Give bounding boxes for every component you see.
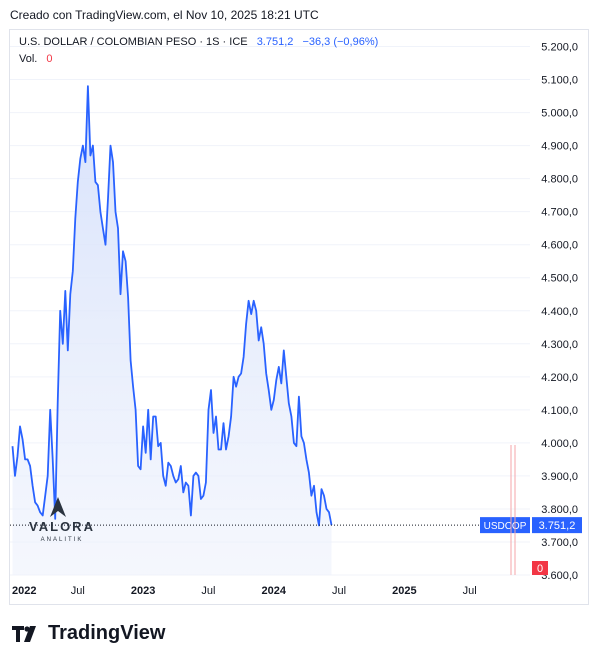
valora-sub-text: ANALITIK — [41, 537, 84, 543]
x-axis-ticks: 2022 Jul 2023 Jul 2024 Jul 2025 Jul — [12, 585, 477, 597]
volume-value: 0 — [46, 53, 53, 65]
y-tick-label: 4.600,0 — [541, 240, 578, 252]
x-tick-label: 2023 — [131, 585, 155, 597]
tradingview-logo-icon — [12, 625, 36, 642]
tradingview-footer-logo[interactable]: TradingView — [12, 622, 165, 645]
y-tick-label: 4.800,0 — [541, 174, 578, 186]
y-tick-label: 4.000,0 — [541, 438, 578, 450]
y-tick-label: 4.700,0 — [541, 207, 578, 219]
y-tick-label: 3.800,0 — [541, 504, 578, 516]
volume-tag-label: 0 — [537, 563, 543, 575]
price-line-layer — [11, 85, 333, 527]
chart-panel[interactable] — [9, 29, 589, 605]
symbol-tag-bg — [480, 517, 530, 534]
change-value: −36,3 (−0,96%) — [302, 36, 379, 48]
volume-label: Vol. — [19, 53, 38, 65]
symbol-tag-label: USDCOP — [484, 521, 527, 532]
tradingview-logo-text: TradingView — [48, 622, 166, 644]
y-tick-label: 5.200,0 — [541, 42, 578, 54]
y-axis-ticks: 5.200,0 5.100,0 5.000,0 4.900,0 4.800,0 4.700… — [541, 42, 578, 582]
x-tick-label: Jul — [332, 585, 346, 597]
y-tick-label: 3.700,0 — [541, 537, 578, 549]
x-tick-label: 2025 — [392, 585, 416, 597]
created-with-caption: Creado con TradingView.com, el Nov 10, 2… — [10, 8, 319, 22]
symbol-name: U.S. DOLLAR / COLOMBIAN PESO · 1S · ICE — [19, 36, 248, 48]
x-tick-label: 2022 — [12, 585, 36, 597]
price-tag-bg — [532, 517, 582, 534]
y-tick-label: 4.500,0 — [541, 273, 578, 285]
price-tag-label: 3.751,2 — [539, 520, 576, 532]
price-area-fill — [12, 86, 332, 575]
last-value: 3.751,2 — [256, 36, 294, 48]
valora-brand-text: VALORA — [29, 519, 95, 534]
legend-symbol-row: U.S. DOLLAR / COLOMBIAN PESO · 1S · ICE … — [19, 36, 378, 48]
x-tick-label: Jul — [463, 585, 477, 597]
valora-watermark-logo: VALORA ANALITIK — [29, 497, 95, 543]
y-tick-label: 4.100,0 — [541, 405, 578, 417]
volume-tag-bg — [532, 561, 548, 575]
x-tick-label: Jul — [71, 585, 85, 597]
x-tick-label: 2024 — [262, 585, 287, 597]
legend-volume-row: Vol. 0 — [19, 53, 53, 65]
y-tick-label: 4.900,0 — [541, 141, 578, 153]
y-tick-label: 4.400,0 — [541, 306, 578, 318]
area-fill-layer — [12, 86, 332, 575]
y-tick-label: 4.300,0 — [541, 339, 578, 351]
y-tick-label: 3.900,0 — [541, 471, 578, 483]
y-tick-label: 5.100,0 — [541, 75, 578, 87]
price-tags: USDCOP 3.751,2 0 — [10, 445, 582, 575]
y-tick-label: 3.600,0 — [541, 570, 578, 582]
valora-arrow-icon — [50, 497, 66, 517]
x-tick-label: Jul — [201, 585, 215, 597]
y-tick-label: 4.200,0 — [541, 372, 578, 384]
y-tick-label: 5.000,0 — [541, 108, 578, 120]
price-series-line — [11, 85, 333, 527]
